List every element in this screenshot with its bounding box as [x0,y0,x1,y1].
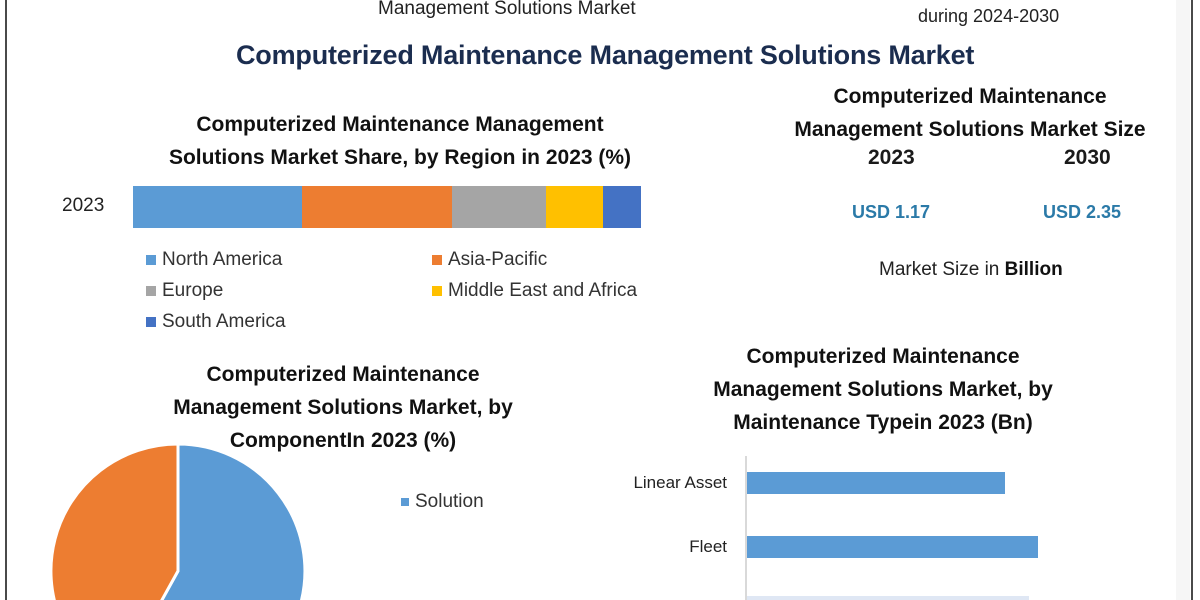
pie-slice-services [49,442,180,600]
market-size-unit-prefix: Market Size in [879,259,1005,280]
legend-swatch-icon [432,255,442,265]
component-chart-title: Computerized Maintenance Management Solu… [120,358,566,457]
right-frame-border [1191,0,1193,600]
bar-fleet [747,536,1038,558]
component-chart-title-line3: ComponentIn 2023 (%) [229,429,457,452]
legend-label: Europe [162,280,224,301]
market-size-value-2030: USD 2.35 [1043,202,1122,222]
bar-linear-asset [747,472,1005,494]
bar-cropped-partial [747,596,1029,600]
bar-segment-europe [452,186,546,228]
bar-segment-middle-east-africa [546,186,603,228]
region-stacked-bar [133,186,641,228]
legend-label: North America [162,249,283,270]
market-size-year-2030: 2030 [1064,146,1111,169]
market-size-year-2023: 2023 [868,146,915,169]
bar-segment-asia-pacific [302,186,452,228]
y-axis-line [745,456,747,600]
legend-item-middle-east-africa: Middle East and Africa [432,280,637,302]
market-size-unit: Market Size in Billion [879,259,1063,281]
market-size-title: Computerized Maintenance Management Solu… [760,80,1180,146]
legend-label: Middle East and Africa [448,280,638,301]
right-edge-tint [1176,0,1190,600]
legend-swatch-icon [146,286,156,296]
region-chart-title-line2: Solutions Market Share, by Region in 202… [168,146,632,169]
maintenance-chart-title-line2: Management Solutions Market, by [713,378,1053,401]
market-size-unit-bold: Billion [1004,259,1063,280]
pie-slice-solution [160,442,307,600]
header-period-fragment: during 2024-2030 [918,6,1060,26]
legend-item-europe: Europe [146,280,223,302]
left-frame-border [5,0,7,600]
region-chart-title: Computerized Maintenance Management Solu… [120,108,680,174]
legend-item-asia-pacific: Asia-Pacific [432,249,547,271]
bar-segment-south-america [603,186,641,228]
legend-label: Solution [415,491,484,512]
legend-swatch-icon [146,255,156,265]
legend-label: Asia-Pacific [448,249,548,270]
legend-item-solution: Solution [401,491,484,513]
legend-item-north-america: North America [146,249,282,271]
legend-swatch-icon [146,317,156,327]
region-chart-category-label: 2023 [62,195,105,216]
market-size-value-2023: USD 1.17 [852,202,931,222]
region-chart-title-line1: Computerized Maintenance Management [196,113,604,136]
market-size-title-line2: Management Solutions Market Size [794,118,1146,141]
component-pie [49,442,307,600]
bar-segment-north-america [133,186,302,228]
legend-item-south-america: South America [146,311,286,333]
component-chart-title-line1: Computerized Maintenance [206,363,480,386]
component-chart-title-line2: Management Solutions Market, by [173,396,513,419]
bar-label-fleet: Fleet [689,537,727,556]
market-size-title-line1: Computerized Maintenance [833,85,1107,108]
legend-label: South America [162,311,286,332]
header-subtitle-fragment: Management Solutions Market [378,0,636,19]
maintenance-chart-title: Computerized Maintenance Management Solu… [660,340,1106,439]
bar-label-linear-asset: Linear Asset [633,473,727,492]
legend-swatch-icon [432,286,442,296]
maintenance-chart-title-line1: Computerized Maintenance [746,345,1020,368]
maintenance-chart-title-line3: Maintenance Typein 2023 (Bn) [733,411,1033,434]
legend-swatch-icon [401,498,409,506]
page-title: Computerized Maintenance Management Solu… [236,40,975,70]
